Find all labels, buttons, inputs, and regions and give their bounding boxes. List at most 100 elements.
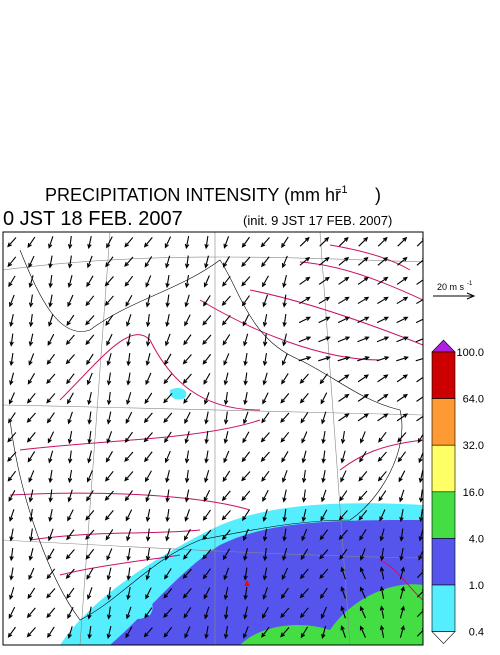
wind-vector	[85, 334, 95, 346]
wind-vector	[242, 509, 250, 522]
title-close: )	[375, 185, 381, 205]
wind-vector	[399, 508, 404, 523]
wind-vector	[7, 470, 17, 482]
wind-vector	[104, 276, 114, 287]
map-panel	[2, 231, 424, 646]
init-time: (init. 9 JST 17 FEB. 2007)	[243, 213, 392, 228]
wind-vector	[106, 567, 112, 581]
wind-vector	[105, 451, 113, 463]
wind-vector	[416, 569, 423, 579]
wind-vector	[183, 607, 192, 619]
wind-vector	[204, 470, 210, 483]
wind-vector	[46, 568, 56, 580]
wind-vector	[222, 275, 231, 287]
wind-vector	[377, 413, 389, 422]
wind-vector	[261, 412, 270, 424]
wind-vector	[65, 568, 75, 579]
wind-vector	[203, 373, 211, 385]
wind-vector	[183, 392, 192, 404]
wind-vector	[46, 393, 56, 404]
wind-vector	[105, 314, 114, 326]
wind-vector	[282, 508, 287, 523]
wind-vector	[27, 587, 36, 600]
wind-vector	[85, 510, 95, 521]
wind-vector	[340, 470, 347, 483]
wind-vector	[184, 236, 190, 250]
wind-vector	[145, 489, 152, 503]
wind-vector	[8, 606, 16, 619]
wind-vector	[379, 566, 385, 580]
wind-vector	[28, 470, 35, 483]
wind-vector	[301, 469, 307, 484]
wind-vector	[204, 606, 210, 620]
wind-vector	[202, 353, 212, 365]
wind-vector	[67, 626, 73, 639]
wind-vector	[359, 586, 366, 599]
wind-vector	[319, 587, 328, 600]
wind-vector	[299, 296, 311, 305]
wind-vector	[67, 509, 74, 522]
wind-vector	[321, 626, 327, 640]
wind-vector	[299, 568, 309, 580]
wind-vector	[26, 627, 36, 638]
wind-vector	[379, 528, 385, 542]
wind-vector	[125, 626, 133, 639]
wind-vector	[106, 333, 113, 347]
wind-vector	[396, 413, 408, 422]
wind-vector	[262, 333, 268, 347]
wind-vector	[145, 547, 151, 562]
wind-vector	[67, 411, 73, 425]
wind-vector	[379, 585, 385, 599]
wind-vector	[67, 431, 73, 445]
wind-vector	[48, 469, 53, 484]
wind-vector	[416, 257, 423, 266]
wind-vector	[164, 333, 171, 347]
colorbar-label: 1.0	[469, 580, 484, 592]
wind-vector	[338, 296, 350, 305]
wind-vector	[319, 568, 329, 580]
precip-patch	[169, 387, 187, 400]
wind-vector	[299, 607, 309, 619]
wind-vector	[105, 529, 114, 541]
wind-vector	[222, 548, 230, 561]
wind-vector	[165, 294, 170, 308]
wind-vector	[262, 352, 268, 367]
wind-vector	[261, 275, 269, 288]
colorbar-segment	[431, 398, 456, 446]
wind-vector	[337, 316, 351, 324]
colorbar-label: 32.0	[463, 440, 484, 452]
wind-vector	[243, 586, 248, 601]
colorbar-label: 4.0	[469, 533, 484, 545]
wind-vector	[65, 549, 75, 560]
wind-vector	[143, 627, 153, 638]
wind-vector	[9, 314, 14, 328]
wind-vector	[9, 587, 15, 600]
wind-vector	[48, 489, 53, 503]
wind-vector	[301, 509, 307, 523]
wind-vector	[321, 489, 327, 503]
wind-vector	[124, 471, 134, 482]
wind-vector	[182, 373, 192, 384]
wind-vector	[28, 294, 34, 308]
wind-vector	[105, 470, 114, 482]
wind-vector	[27, 236, 36, 249]
wind-vector	[358, 236, 369, 247]
colorbar-segment	[431, 491, 456, 539]
wind-vector	[377, 374, 389, 383]
wind-vector	[339, 490, 348, 502]
wind-vector	[204, 392, 210, 405]
wind-vector	[144, 451, 153, 463]
wind-vector	[27, 451, 36, 463]
wind-vector	[28, 333, 34, 347]
wind-vector	[221, 315, 231, 326]
wind-vector	[164, 568, 172, 580]
wind-vector	[243, 352, 248, 367]
wind-vector	[376, 336, 390, 343]
wind-vector	[221, 510, 231, 521]
wind-vector	[144, 607, 153, 619]
wind-vector	[338, 276, 350, 285]
wind-vector	[280, 431, 290, 443]
wind-vector	[87, 411, 92, 425]
wind-vector	[106, 236, 113, 249]
wind-vector	[300, 548, 309, 561]
